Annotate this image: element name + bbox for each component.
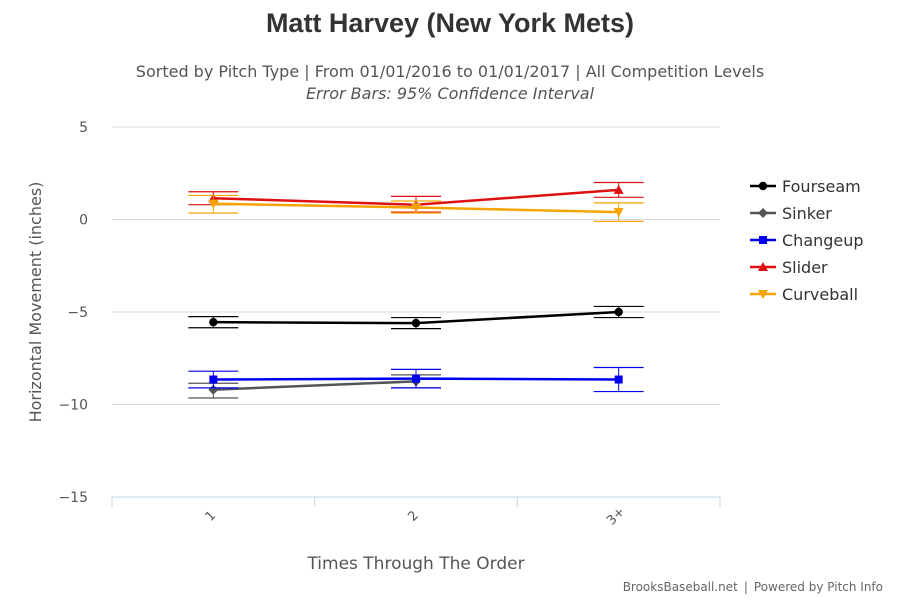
point-changeup-0[interactable] [209, 375, 218, 384]
point-curveball-1[interactable] [411, 203, 421, 213]
y-tick-label-4: −15 [58, 490, 88, 506]
legend-marker-sinker[interactable] [758, 208, 768, 218]
legend-marker-curveball[interactable] [758, 290, 768, 299]
legend-label-changeup[interactable]: Changeup [782, 231, 864, 250]
point-fourseam-0[interactable] [209, 317, 218, 327]
y-tick-label-2: −5 [67, 305, 88, 321]
point-fourseam-2[interactable] [614, 307, 623, 317]
x-tick-label-2: 3+ [604, 504, 628, 528]
point-slider-2[interactable] [613, 184, 624, 194]
x-axis-title: Times Through The Order [306, 554, 524, 574]
legend-marker-slider[interactable] [758, 262, 768, 271]
legend-label-fourseam[interactable]: Fourseam [782, 177, 861, 196]
credit-line: BrooksBaseball.net | Powered by Pitch Info [620, 580, 886, 594]
y-tick-label-0: 5 [79, 120, 88, 136]
legend-label-curveball[interactable]: Curveball [782, 285, 858, 304]
legend-label-sinker[interactable]: Sinker [782, 204, 832, 223]
point-changeup-2[interactable] [614, 375, 623, 384]
x-tick-label-1: 2 [405, 508, 421, 524]
credit-powered[interactable]: Powered by Pitch Info [753, 580, 883, 594]
x-tick-label-0: 1 [203, 508, 219, 524]
y-tick-label-1: 0 [79, 213, 88, 229]
point-curveball-2[interactable] [613, 208, 624, 218]
chart-title: Matt Harvey (New York Mets) [265, 8, 635, 38]
chart-subtitle-error-bars: Error Bars: 95% Confidence Interval [305, 84, 595, 103]
credit-source[interactable]: BrooksBaseball.net [622, 580, 738, 594]
y-axis-title: Horizontal Movement (inches) [26, 182, 45, 423]
point-curveball-0[interactable] [208, 199, 219, 209]
legend-marker-fourseam[interactable] [758, 181, 768, 191]
credit-separator: | [743, 580, 748, 594]
point-sinker-0[interactable] [208, 384, 219, 395]
legend-label-slider[interactable]: Slider [782, 258, 828, 277]
legend-marker-changeup[interactable] [759, 236, 767, 244]
series-line-sinker [213, 380, 417, 391]
point-changeup-1[interactable] [412, 374, 420, 383]
chart-subtitle: Sorted by Pitch Type | From 01/01/2016 t… [135, 62, 765, 81]
y-tick-label-3: −10 [58, 398, 88, 414]
point-fourseam-1[interactable] [411, 318, 421, 328]
